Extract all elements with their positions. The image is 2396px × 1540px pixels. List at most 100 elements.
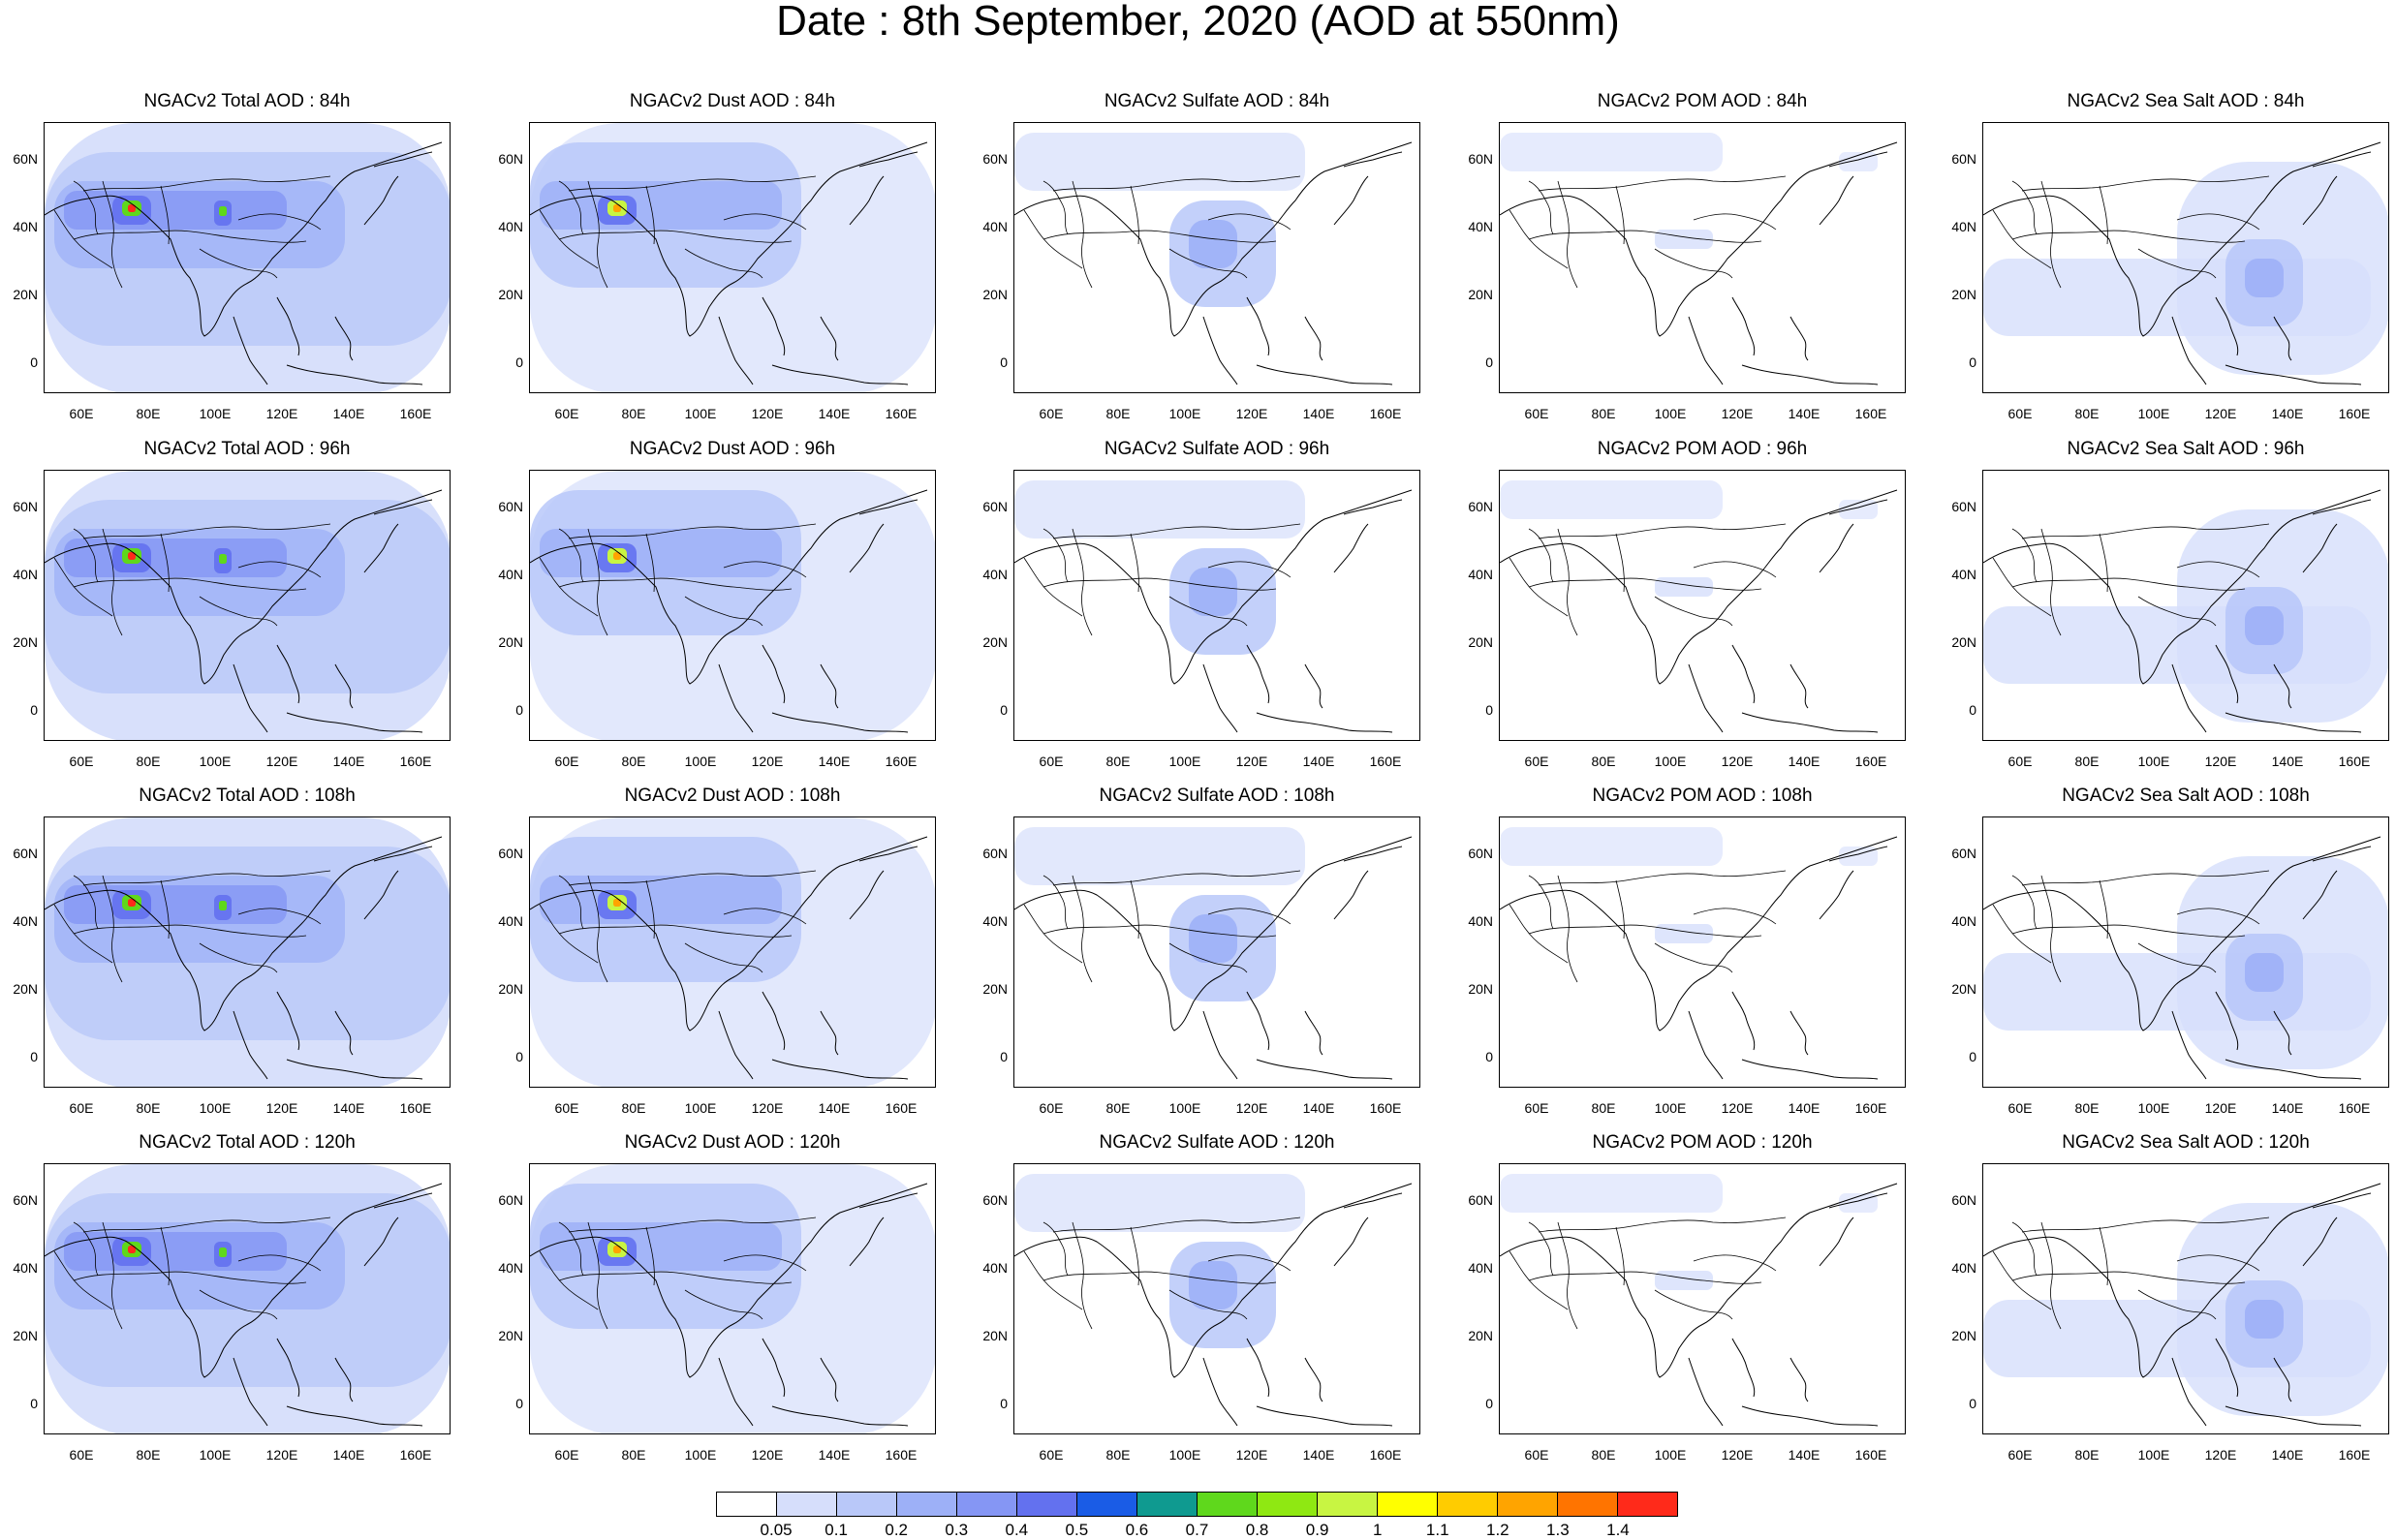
aerosol-shade (613, 899, 621, 907)
colorbar-cell (777, 1493, 837, 1516)
coastline (771, 364, 909, 385)
coastline (373, 1192, 433, 1209)
country-border (1693, 1254, 1777, 1272)
map-panel (529, 816, 936, 1088)
coastline (771, 1405, 909, 1427)
country-border (558, 230, 793, 243)
country-border (2099, 879, 2108, 939)
map-panel (1982, 1163, 2389, 1434)
longitude-label: 100E (684, 1447, 717, 1463)
longitude-label: 60E (1524, 1447, 1549, 1463)
country-border (2011, 230, 2246, 243)
map-panel (529, 470, 936, 741)
coastline (1014, 1183, 1413, 1378)
coastline (1819, 1217, 1854, 1267)
latitude-label: 0 (1000, 1049, 1008, 1064)
coastline (1202, 316, 1238, 385)
coastline (334, 663, 354, 709)
coastline (820, 316, 839, 361)
panel-title: NGACv2 Dust AOD : 120h (624, 1132, 841, 1153)
country-border (645, 185, 655, 245)
colorbar-label: 1 (1372, 1521, 1383, 1539)
longitude-label: 100E (1168, 1447, 1201, 1463)
coastline (373, 151, 433, 168)
longitude-label: 80E (1591, 406, 1616, 421)
colorbar-cell (957, 1493, 1017, 1516)
longitude-label: 80E (1591, 1100, 1616, 1116)
country-border (82, 523, 331, 539)
coastline (718, 316, 754, 385)
country-border (1992, 1250, 2052, 1310)
longitude-label: 80E (136, 406, 161, 421)
longitude-label: 120E (1235, 406, 1268, 421)
latitude-label: 20N (982, 981, 1008, 997)
longitude-label: 80E (136, 1447, 161, 1463)
coastline (1789, 1010, 1809, 1056)
country-border (2040, 875, 2062, 983)
longitude-label: 140E (818, 1100, 851, 1116)
colorbar-cell (1198, 1493, 1258, 1516)
country-border (1538, 175, 1787, 192)
longitude-label: 120E (1235, 1447, 1268, 1463)
country-border (558, 875, 584, 930)
longitude-label: 160E (1854, 406, 1887, 421)
longitude-label: 140E (1302, 1100, 1335, 1116)
longitude-label: 60E (554, 1100, 579, 1116)
coastline (276, 1338, 300, 1398)
country-border (1615, 879, 1625, 939)
aerosol-shade (540, 1222, 782, 1271)
longitude-label: 60E (1524, 406, 1549, 421)
country-border (237, 213, 322, 231)
coastline (1500, 836, 1898, 1032)
latitude-label: 40N (1951, 913, 1976, 929)
longitude-label: 140E (332, 1100, 365, 1116)
latitude-label: 40N (13, 219, 38, 234)
coastline (45, 489, 443, 685)
country-border (1615, 533, 1625, 593)
longitude-label: 120E (2204, 1447, 2237, 1463)
country-border (2021, 870, 2270, 886)
latitude-label: 40N (13, 567, 38, 582)
coastline (530, 1183, 928, 1378)
longitude-label: 120E (751, 1447, 784, 1463)
latitude-label: 0 (1000, 1396, 1008, 1411)
latitude-label: 60N (1951, 846, 1976, 861)
coastline (771, 712, 909, 733)
coastline (858, 499, 918, 515)
panel-title: NGACv2 Sulfate AOD : 120h (1099, 1132, 1335, 1153)
coastline (1819, 870, 1854, 920)
colorbar-label: 1.2 (1485, 1521, 1509, 1539)
coastline (363, 870, 399, 920)
country-border (558, 1221, 584, 1277)
latitude-label: 60N (13, 499, 38, 514)
country-border (1072, 528, 1093, 636)
colorbar-cell (1438, 1493, 1498, 1516)
country-border (1509, 1250, 1569, 1310)
country-border (1052, 870, 1301, 886)
coastline (1256, 1405, 1393, 1427)
country-border (82, 870, 331, 886)
country-border (1168, 596, 1248, 627)
aerosol-shade (1983, 606, 2371, 684)
country-border (2176, 561, 2260, 578)
coastline (286, 1405, 423, 1427)
latitude-label: 20N (1468, 1328, 1493, 1343)
coastline (530, 489, 928, 685)
country-border (1130, 533, 1139, 593)
aerosol-shade (219, 206, 227, 216)
coastline (1304, 663, 1323, 709)
coastline (762, 991, 786, 1051)
longitude-label: 80E (1591, 1447, 1616, 1463)
map-panel (1013, 470, 1420, 741)
country-border (73, 875, 99, 930)
colorbar-cell (1618, 1493, 1677, 1516)
coastline (1983, 489, 2381, 685)
longitude-label: 160E (885, 754, 918, 769)
country-border (1042, 1271, 1277, 1284)
aerosol-shade (1189, 568, 1237, 616)
longitude-label: 140E (1302, 406, 1335, 421)
country-border (102, 180, 123, 289)
coastline (530, 141, 928, 337)
longitude-label: 140E (1788, 754, 1820, 769)
country-border (1528, 924, 1762, 938)
